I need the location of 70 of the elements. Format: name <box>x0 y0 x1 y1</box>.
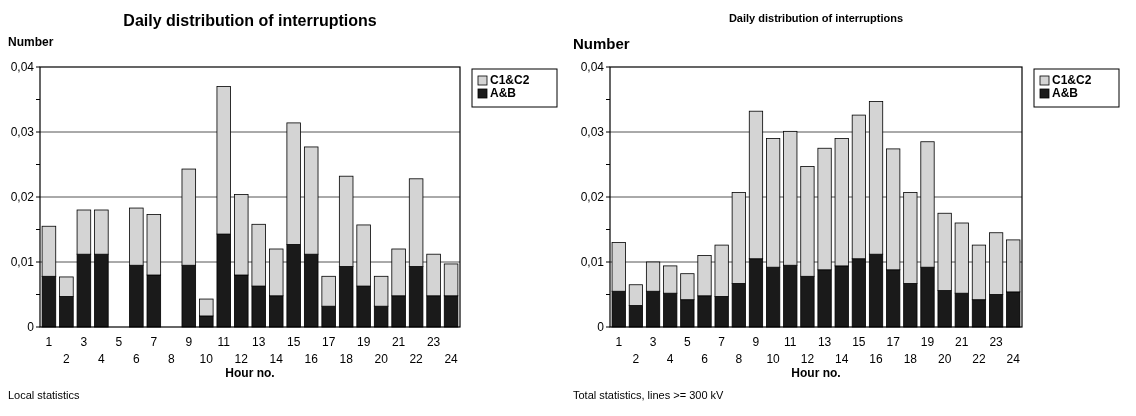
x-tick-label: 19 <box>920 335 935 349</box>
y-axis-title: Number <box>573 35 630 52</box>
x-tick-label: 15 <box>287 335 301 349</box>
y-tick-label: 0,03 <box>580 125 605 140</box>
x-tick-label: 17 <box>322 335 336 349</box>
text: Local statistics <box>8 389 81 401</box>
x-tick-label: 6 <box>133 352 140 366</box>
x-tick-label: 22 <box>972 352 986 366</box>
x-tick-label: 3 <box>80 335 88 349</box>
x-tick-label: 6 <box>701 352 709 366</box>
x-tick-label: 8 <box>735 352 743 366</box>
y-axis-title: Number <box>8 35 54 49</box>
chart-title: Daily distribution of interruptions <box>123 12 377 29</box>
x-tick-label: 22 <box>409 352 424 366</box>
x-tick-label: 23 <box>989 335 1004 349</box>
x-tick-label: 2 <box>63 352 71 366</box>
x-tick-label: 8 <box>167 352 175 366</box>
y-tick-label: 0,02 <box>10 190 35 205</box>
x-tick-label: 10 <box>199 352 214 366</box>
x-tick-label: 1 <box>615 335 623 349</box>
x-tick-label: 2 <box>632 352 640 366</box>
x-tick-label: 17 <box>886 335 901 349</box>
x-tick-label: 9 <box>752 335 760 349</box>
x-tick-label: 18 <box>903 352 918 366</box>
x-tick-label: 13 <box>252 335 266 349</box>
x-tick-label: 5 <box>115 335 123 349</box>
chart-title: Daily distribution of interruptions <box>728 12 904 24</box>
x-tick-label: 11 <box>217 335 231 349</box>
x-axis-title: Hour no. <box>225 366 275 380</box>
x-tick-label: 20 <box>374 352 389 366</box>
legend-label: A&B <box>490 86 517 100</box>
text: Total statistics, lines >= 300 kV <box>573 389 725 401</box>
x-tick-label: 14 <box>269 352 284 366</box>
x-tick-label: 1 <box>45 335 53 349</box>
x-tick-label: 9 <box>185 335 193 349</box>
x-tick-label: 16 <box>869 352 884 366</box>
x-tick-label: 12 <box>800 352 815 366</box>
y-tick-label: 0,04 <box>10 60 35 75</box>
x-tick-label: 24 <box>1006 352 1021 366</box>
y-tick-label: 0,01 <box>580 255 605 270</box>
x-axis-title: Hour no. <box>791 366 841 380</box>
x-tick-label: 21 <box>955 335 969 349</box>
x-tick-label: 13 <box>817 335 832 349</box>
y-tick-label: 0,02 <box>580 190 605 205</box>
legend-label: C1&C2 <box>1052 73 1092 87</box>
y-tick-label: 0 <box>597 320 605 335</box>
x-tick-label: 23 <box>426 335 441 349</box>
legend-label: A&B <box>1052 86 1079 100</box>
x-tick-label: 10 <box>766 352 781 366</box>
x-tick-label: 21 <box>391 335 406 349</box>
x-tick-label: 5 <box>684 335 692 349</box>
x-tick-label: 19 <box>356 335 371 349</box>
x-tick-label: 4 <box>666 352 674 366</box>
x-tick-label: 18 <box>339 352 354 366</box>
x-tick-label: 24 <box>444 352 459 366</box>
x-tick-label: 16 <box>304 352 319 366</box>
x-tick-label: 20 <box>937 352 952 366</box>
x-tick-label: 12 <box>234 352 249 366</box>
x-tick-label: 7 <box>718 335 726 349</box>
y-tick-label: 0 <box>27 320 35 335</box>
x-tick-label: 15 <box>852 335 866 349</box>
x-tick-label: 14 <box>835 352 849 366</box>
legend-label: C1&C2 <box>490 73 530 87</box>
y-tick-label: 0,01 <box>10 255 35 270</box>
x-tick-label: 7 <box>150 335 158 349</box>
y-tick-label: 0,03 <box>10 125 35 140</box>
x-tick-label: 3 <box>649 335 657 349</box>
x-tick-label: 11 <box>784 335 797 349</box>
x-tick-label: 4 <box>98 352 106 366</box>
y-tick-label: 0,04 <box>580 60 605 75</box>
